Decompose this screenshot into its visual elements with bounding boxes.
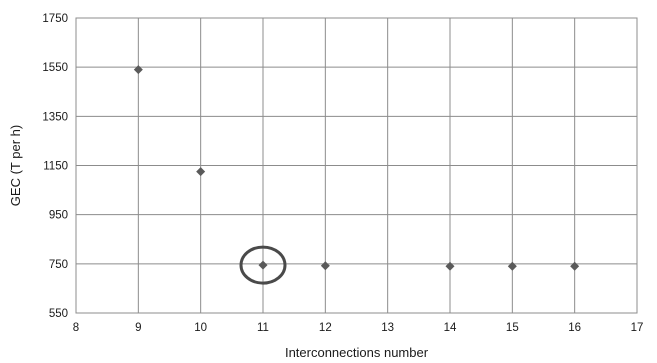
x-tick-label: 17 bbox=[631, 322, 644, 334]
plot-area-frame bbox=[75, 17, 638, 314]
x-tick-label: 14 bbox=[444, 322, 457, 334]
data-point-marker bbox=[196, 167, 206, 177]
y-tick-label: 1750 bbox=[42, 13, 68, 25]
y-tick-label: 1350 bbox=[42, 111, 68, 123]
x-tick-label: 10 bbox=[194, 322, 207, 334]
x-axis-title: Interconnections number bbox=[285, 345, 429, 360]
y-tick-label: 750 bbox=[49, 259, 68, 271]
y-tick-label: 1150 bbox=[43, 161, 68, 173]
x-tick-label: 9 bbox=[135, 322, 141, 334]
x-tick-label: 16 bbox=[568, 322, 581, 334]
x-tick-label: 12 bbox=[319, 322, 332, 334]
highlight-circle bbox=[239, 245, 287, 285]
annotations bbox=[239, 245, 287, 285]
data-point-marker bbox=[570, 261, 580, 271]
x-tick-label: 13 bbox=[381, 322, 394, 334]
x-axis-ticks: 8 9 10 11 12 13 14 15 16 17 bbox=[73, 322, 644, 334]
data-point-marker bbox=[258, 260, 268, 270]
y-axis-title: GEC (T per h) bbox=[8, 125, 23, 206]
x-tick-label: 11 bbox=[257, 322, 269, 334]
y-tick-label: 550 bbox=[49, 308, 68, 320]
data-point-marker bbox=[445, 261, 455, 271]
data-point-marker bbox=[320, 261, 330, 271]
y-tick-label: 950 bbox=[49, 210, 68, 222]
data-point-marker bbox=[133, 65, 143, 75]
x-tick-label: 15 bbox=[506, 322, 519, 334]
data-points bbox=[133, 65, 580, 271]
data-point-marker bbox=[507, 261, 517, 271]
y-tick-label: 1550 bbox=[42, 62, 68, 74]
x-tick-label: 8 bbox=[73, 322, 79, 334]
y-axis-ticks: 550 750 950 1150 1350 1550 1750 bbox=[42, 13, 68, 320]
grid bbox=[75, 17, 638, 314]
